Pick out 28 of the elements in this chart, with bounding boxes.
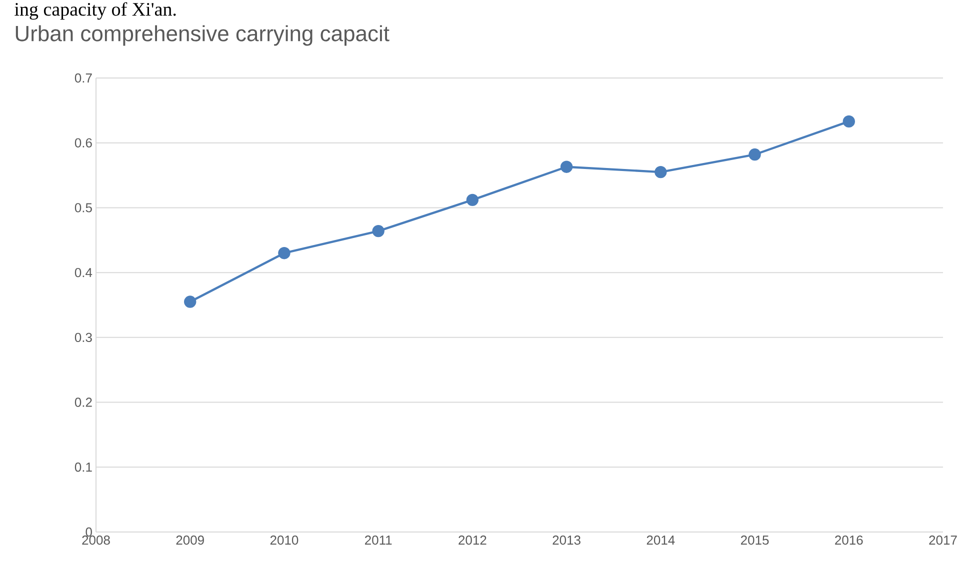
point [560, 160, 573, 173]
x-tick-label: 2012 [458, 536, 486, 545]
point [748, 148, 761, 161]
text: ing capacity of Xi'an. [14, 2, 176, 20]
point [466, 194, 479, 206]
x-tick-label: 2008 [82, 536, 110, 545]
y-tick-label: 0 [86, 527, 92, 537]
x-tick-label: 2009 [176, 536, 204, 545]
x-tick-label: 2013 [552, 536, 580, 545]
point [842, 115, 855, 128]
x-tick-label: 2014 [646, 536, 675, 545]
y-tick-label: 0.1 [74, 462, 92, 472]
x-tick-label: 2011 [365, 536, 392, 545]
point [278, 247, 290, 260]
x-tick-label: 2016 [835, 536, 863, 545]
y-tick-label: 0.5 [74, 203, 92, 212]
y-tick-label: 0.7 [74, 73, 92, 83]
chart-title: Urban comprehensive carrying capacit [16, 25, 390, 46]
y-tick-label: 0.4 [74, 268, 92, 278]
y-tick-label: 0.3 [74, 332, 92, 342]
x-tick-label: 2010 [270, 536, 298, 545]
point [184, 296, 196, 308]
x-tick-label: 2017 [929, 536, 957, 545]
y-tick-label: 0.6 [74, 138, 92, 148]
y-tick-label: 0.2 [74, 398, 92, 407]
point [654, 166, 667, 178]
x-tick-label: 2015 [740, 536, 769, 545]
point [372, 224, 384, 238]
